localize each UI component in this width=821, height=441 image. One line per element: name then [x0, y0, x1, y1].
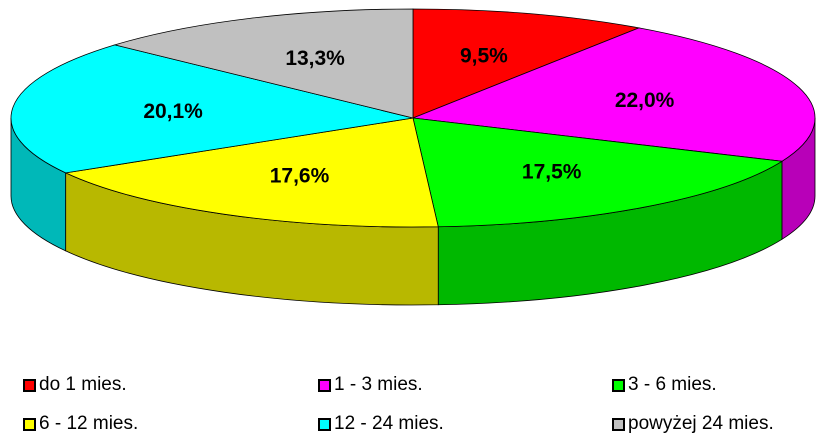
pie-slice-12-24-mies — [10, 44, 414, 174]
legend-label: 6 - 12 mies. — [39, 413, 139, 434]
legend-label: 1 - 3 mies. — [334, 374, 423, 395]
pie-tops — [10, 8, 816, 228]
legend-swatch — [612, 378, 625, 392]
legend-item-6-12-mies: 6 - 12 mies. — [23, 411, 138, 437]
pie-sides — [10, 117, 816, 306]
pie-slice-3-6-mies — [412, 117, 784, 228]
data-label-do-1-mies: 9,5% — [460, 45, 508, 68]
legend-swatch — [318, 378, 331, 392]
legend-item-3-6-mies: 3 - 6 mies. — [612, 372, 717, 398]
legend-swatch — [318, 417, 331, 431]
legend-item-powyzej-24-mies: powyżej 24 mies. — [612, 411, 774, 437]
pie-chart: 9,5% 22,0% 17,5% 17,6% 20,1% 13,3% — [10, 8, 816, 306]
legend-swatch — [23, 378, 36, 392]
data-label-12-24-mies: 20,1% — [143, 100, 203, 123]
pie-slice-6-12-mies — [64, 117, 439, 228]
legend-swatch — [23, 417, 36, 431]
pie-slice-powy-ej-24-mies — [113, 8, 414, 119]
pie-slice-1-3-mies — [412, 27, 816, 162]
data-label-3-6-mies: 17,5% — [522, 161, 582, 184]
legend-label: 3 - 6 mies. — [628, 374, 717, 395]
data-label-6-12-mies: 17,6% — [270, 165, 330, 188]
legend-item-12-24-mies: 12 - 24 mies. — [318, 411, 444, 437]
pie-slice-do-1-mies — [412, 8, 641, 119]
legend: do 1 mies. 1 - 3 mies. 3 - 6 mies. 6 - 1… — [0, 364, 821, 441]
legend-item-do-1-mies: do 1 mies. — [23, 372, 127, 398]
legend-item-1-3-mies: 1 - 3 mies. — [318, 372, 423, 398]
data-label-powy-ej-24-mies: 13,3% — [285, 47, 345, 70]
legend-label: powyżej 24 mies. — [628, 413, 774, 434]
legend-label: do 1 mies. — [39, 374, 127, 395]
pie-labels: 9,5% 22,0% 17,5% 17,6% 20,1% 13,3% — [143, 45, 674, 188]
legend-swatch — [612, 417, 625, 431]
legend-label: 12 - 24 mies. — [334, 413, 444, 434]
data-label-1-3-mies: 22,0% — [615, 89, 675, 112]
